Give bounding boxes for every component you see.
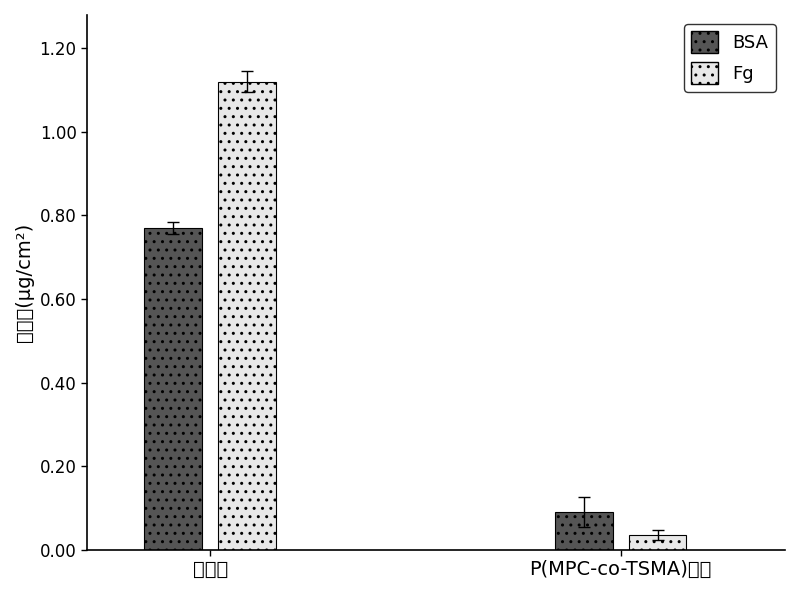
Y-axis label: 吸附量(μg/cm²): 吸附量(μg/cm²): [15, 223, 34, 342]
Bar: [555, 512, 613, 549]
Bar: [145, 228, 202, 549]
Legend: BSA, Fg: BSA, Fg: [684, 24, 776, 91]
Bar: [218, 82, 276, 549]
Bar: [629, 535, 686, 549]
